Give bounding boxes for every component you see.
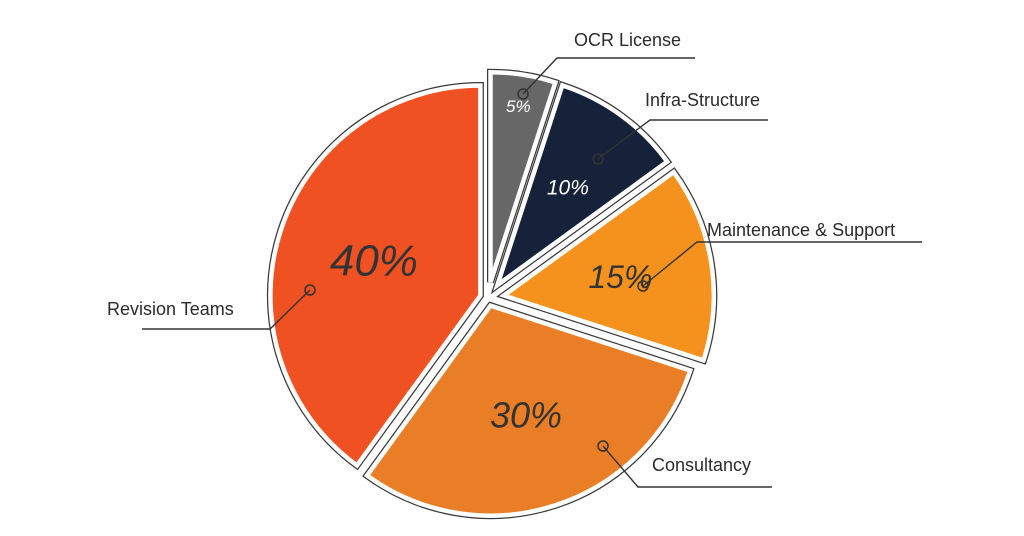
category-label-ocr-license: OCR License (574, 30, 681, 50)
value-label-revision-teams: 40% (330, 236, 418, 285)
category-label-maintenance-and-support: Maintenance & Support (707, 220, 895, 240)
pie-callouts: OCR License Infra-Structure Maintenance & … (107, 30, 922, 488)
callout-marker-infra-structure (592, 153, 604, 165)
category-label-revision-teams: Revision Teams (107, 299, 234, 319)
callout-line-consultancy (602, 445, 772, 488)
category-label-consultancy: Consultancy (652, 455, 751, 475)
callout-line-infra-structure (597, 119, 768, 160)
value-label-ocr-license: 5% (506, 97, 531, 116)
pie-slice-ocr-license (488, 69, 559, 283)
pie-value-labels: 5% 10% 15% 30% 40% (330, 97, 653, 436)
callout-line-maintenance-and-support (642, 241, 922, 287)
value-label-infra-structure: 10% (547, 177, 589, 200)
category-label-infra-structure: Infra-Structure (645, 90, 760, 110)
callout-marker-maintenance-and-support (637, 280, 649, 292)
pie-slices (266, 68, 718, 520)
pie-slice-infra-structure (493, 82, 671, 291)
callout-marker-consultancy (597, 440, 609, 452)
callout-line-revision-teams (142, 289, 311, 330)
pie-slice-maintenance-and-support (498, 168, 717, 364)
callout-marker-ocr-license (517, 88, 529, 100)
pie-slice-consultancy (363, 302, 694, 518)
value-label-maintenance-and-support: 15% (588, 259, 652, 295)
callout-marker-revision-teams (304, 284, 316, 296)
callout-line-ocr-license (522, 57, 695, 95)
value-label-consultancy: 30% (490, 395, 562, 436)
pie-slice-revision-teams (268, 83, 483, 469)
